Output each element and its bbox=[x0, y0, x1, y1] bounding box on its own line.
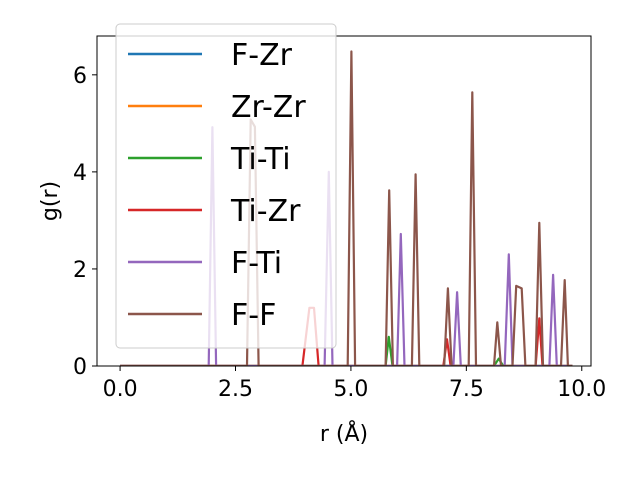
plot-area-frame bbox=[96, 35, 592, 367]
x-axis-label: r (Å) bbox=[320, 420, 368, 447]
x-tick-label: 10.0 bbox=[557, 377, 606, 402]
legend-label: F-Ti bbox=[231, 246, 282, 281]
legend-box bbox=[115, 23, 337, 349]
legend-label: F-Zr bbox=[231, 38, 293, 73]
legend-label: Zr-Zr bbox=[231, 90, 306, 125]
y-axis: 0 2 4 6 bbox=[73, 64, 97, 380]
y-tick-label: 4 bbox=[73, 161, 87, 186]
x-tick-label: 5.0 bbox=[333, 377, 368, 402]
y-tick-label: 0 bbox=[73, 355, 87, 380]
legend-label: Ti-Zr bbox=[230, 194, 301, 229]
y-tick-label: 6 bbox=[73, 64, 87, 89]
x-tick-label: 0.0 bbox=[103, 377, 138, 402]
x-axis: 0.0 2.5 5.0 7.5 10.0 bbox=[103, 366, 606, 402]
y-tick-label: 2 bbox=[73, 258, 87, 283]
legend-label: F-F bbox=[231, 298, 276, 333]
legend: F-Zr Zr-Zr Ti-Ti Ti-Zr F-Ti F-F bbox=[115, 23, 337, 349]
legend-label: Ti-Ti bbox=[230, 142, 291, 177]
y-axis-label: g(r) bbox=[38, 181, 63, 221]
series-line-f-f bbox=[120, 50, 573, 366]
x-tick-label: 2.5 bbox=[218, 377, 253, 402]
x-tick-label: 7.5 bbox=[449, 377, 484, 402]
